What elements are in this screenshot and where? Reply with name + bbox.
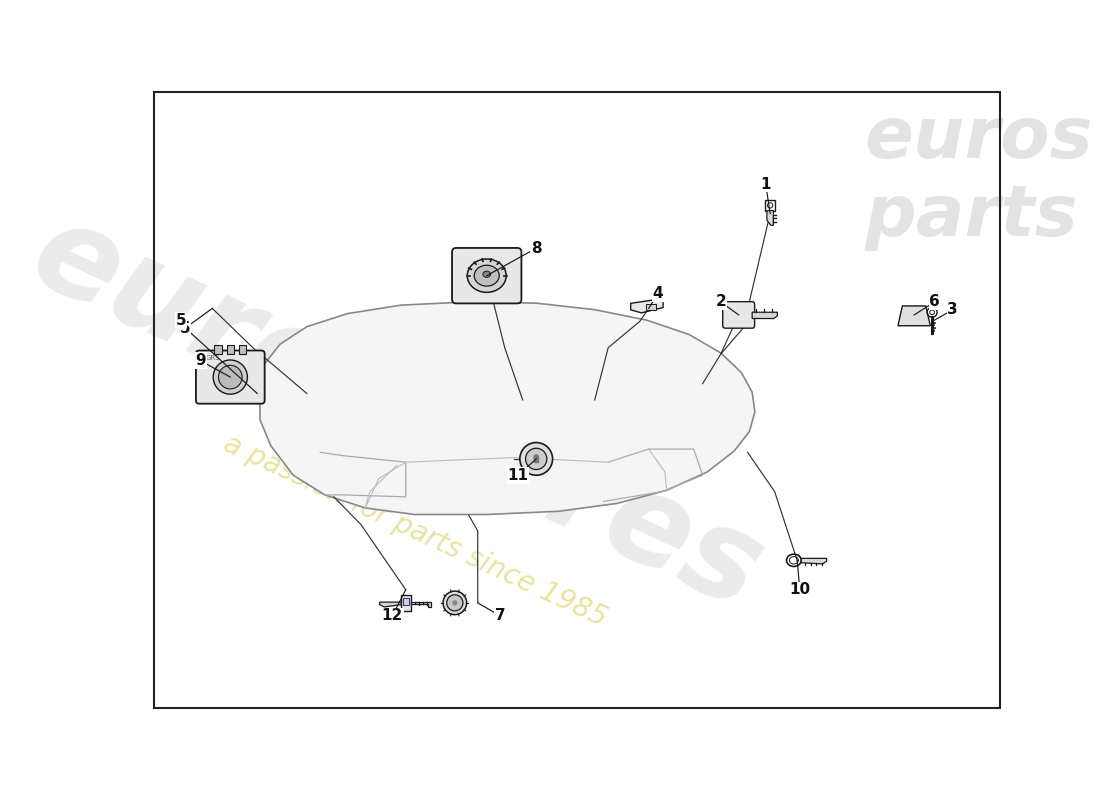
Text: parts: parts xyxy=(865,182,1078,251)
Polygon shape xyxy=(898,306,931,326)
Text: 6: 6 xyxy=(930,294,940,310)
Circle shape xyxy=(768,202,773,208)
Text: 4: 4 xyxy=(652,286,663,302)
Ellipse shape xyxy=(474,266,499,286)
Circle shape xyxy=(930,310,935,314)
Text: a passion for parts since 1985: a passion for parts since 1985 xyxy=(219,430,610,632)
FancyBboxPatch shape xyxy=(196,350,265,404)
Text: euros: euros xyxy=(865,104,1093,173)
Bar xyxy=(646,304,656,310)
Bar xyxy=(764,200,776,210)
Text: 10: 10 xyxy=(790,582,811,598)
Text: GRS: GRS xyxy=(206,355,220,361)
Circle shape xyxy=(213,360,248,394)
Circle shape xyxy=(526,448,547,470)
Circle shape xyxy=(534,454,539,460)
Polygon shape xyxy=(801,558,826,564)
Circle shape xyxy=(520,442,552,475)
Text: 5: 5 xyxy=(176,313,186,328)
Bar xyxy=(227,345,234,354)
Polygon shape xyxy=(260,302,755,514)
Text: eurospares: eurospares xyxy=(13,191,780,635)
Circle shape xyxy=(443,591,466,614)
Polygon shape xyxy=(379,602,401,607)
Text: 7: 7 xyxy=(495,609,506,623)
Circle shape xyxy=(219,366,242,389)
Polygon shape xyxy=(767,210,773,226)
Ellipse shape xyxy=(468,259,506,292)
FancyBboxPatch shape xyxy=(452,248,521,303)
Bar xyxy=(239,345,246,354)
Bar xyxy=(402,594,411,611)
Ellipse shape xyxy=(483,271,491,278)
Text: 12: 12 xyxy=(382,609,403,623)
Polygon shape xyxy=(630,298,663,313)
Text: 11: 11 xyxy=(508,468,529,482)
Circle shape xyxy=(452,600,458,606)
Polygon shape xyxy=(752,312,778,318)
Text: 1: 1 xyxy=(760,177,771,191)
Text: 5: 5 xyxy=(180,321,190,335)
FancyBboxPatch shape xyxy=(723,302,755,328)
Text: 9: 9 xyxy=(196,354,206,368)
Text: 2: 2 xyxy=(715,294,726,310)
Bar xyxy=(214,345,221,354)
Text: 3: 3 xyxy=(947,302,958,317)
Text: 8: 8 xyxy=(531,241,541,256)
Bar xyxy=(404,598,409,605)
Polygon shape xyxy=(411,602,431,607)
Circle shape xyxy=(447,594,463,611)
